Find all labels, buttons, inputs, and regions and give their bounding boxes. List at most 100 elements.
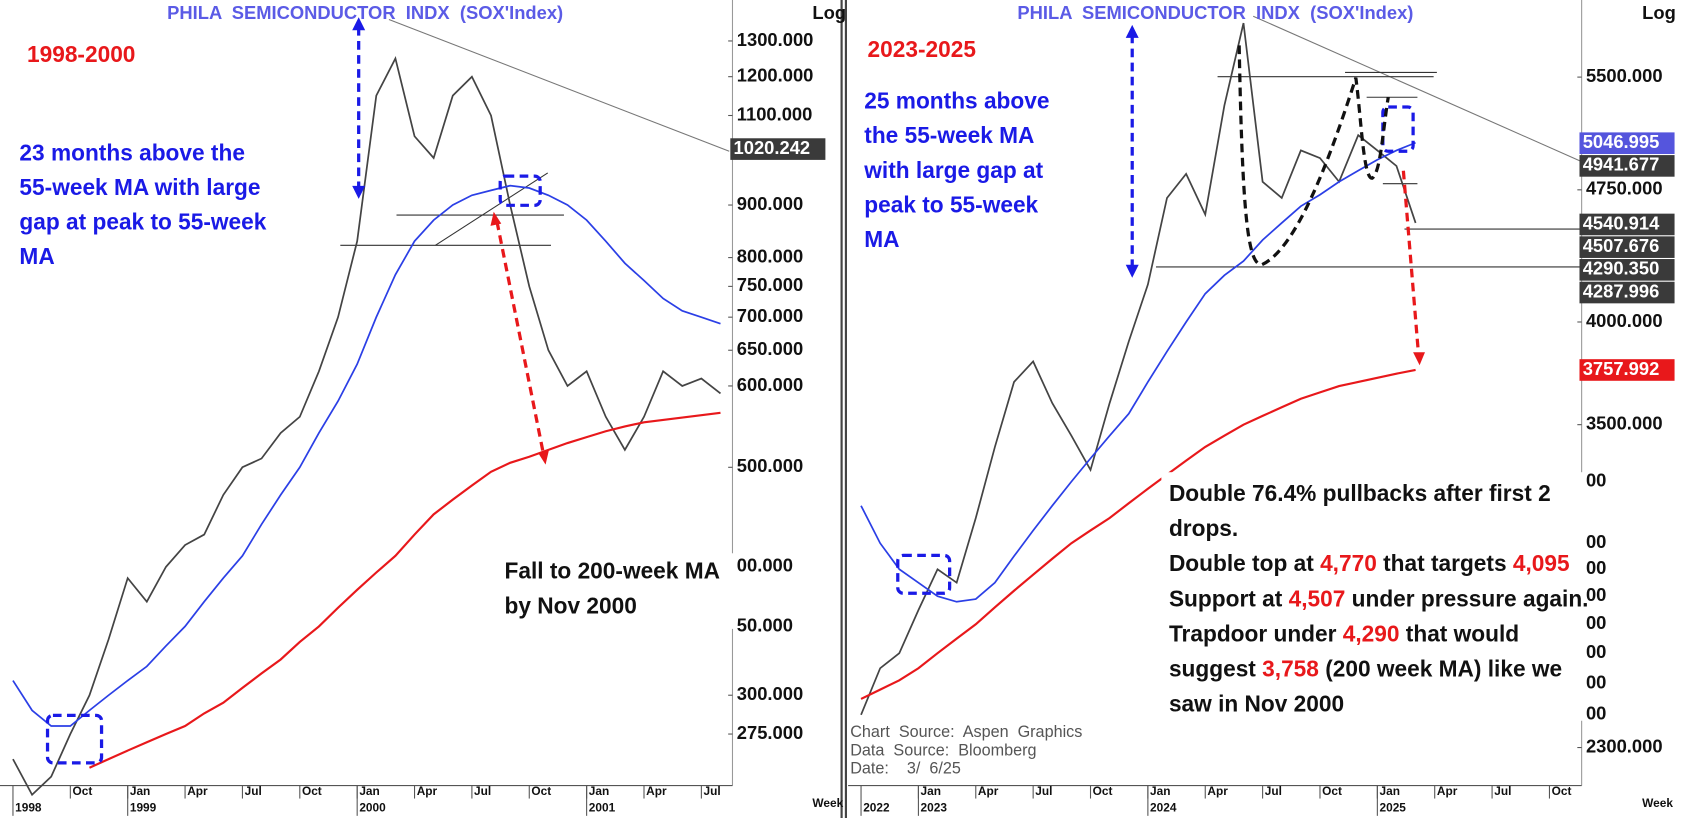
conclusion-text: that would <box>1400 620 1520 646</box>
year-label: 1998 <box>15 800 42 814</box>
conclusion-line: Fall to 200-week MA <box>505 558 720 584</box>
conclusion-line: Double top at 4,770 that targets 4,095 <box>1169 550 1570 576</box>
conclusion-text: Trapdoor under <box>1169 620 1343 646</box>
conclusion-text: Double 76.4% pullbacks after first 2 <box>1169 480 1551 506</box>
dashed-box <box>45 713 104 765</box>
price-tag <box>1579 213 1675 236</box>
price-tag-label: 1020.242 <box>734 137 811 158</box>
x-tick-label: Oct <box>72 784 92 798</box>
labels: 1300.000 1200.000 1100.000 900.000 800.000 75… <box>15 2 1676 815</box>
conclusion-text: 4,770 <box>1320 550 1377 576</box>
price-tag-label: 4290.350 <box>1583 258 1660 279</box>
conclusion-text: saw in Nov 2000 <box>1169 691 1344 717</box>
x-tick-label: Apr <box>646 784 667 798</box>
note: 23 months above the <box>19 140 244 166</box>
trend-line <box>1252 15 1583 163</box>
x-tick-label: Jul <box>474 784 491 798</box>
moving-average-line <box>860 141 1416 603</box>
arrow-head <box>1413 352 1425 366</box>
dashed-arrow <box>1401 170 1421 355</box>
price-tag-label: 3757.992 <box>1583 358 1660 379</box>
price-tag <box>1579 281 1675 304</box>
conclusion-line: saw in Nov 2000 <box>1169 691 1344 717</box>
text-backdrop <box>499 553 743 629</box>
conclusion-text: Fall to 200-week MA <box>505 558 720 584</box>
y-tick-label: 2300.000 <box>1586 735 1663 756</box>
dashed-curve <box>1237 45 1390 267</box>
year-label: 2023 <box>921 800 948 814</box>
conclusion-text: suggest <box>1169 655 1262 681</box>
y-tick-label: 3500.000 <box>1586 413 1663 434</box>
conclusion-text: 4,095 <box>1513 550 1570 576</box>
note: 55-week MA with large <box>19 174 260 200</box>
annotations <box>340 15 1583 268</box>
y-tick-label: 50.000 <box>737 614 793 635</box>
conclusion-text: that targets <box>1377 550 1513 576</box>
source-note: Data Source: Bloomberg <box>850 741 1036 759</box>
conclusion-text: Support at <box>1169 585 1289 611</box>
note: the 55-week MA <box>864 122 1034 148</box>
price-tag <box>730 138 826 160</box>
price-line <box>12 56 722 797</box>
note: with large gap at <box>863 157 1043 183</box>
y-tick-label: 4750.000 <box>1586 178 1663 199</box>
moving-average-line <box>89 411 721 769</box>
y-tick-label: 00 <box>1586 703 1606 724</box>
x-tick-label: Oct <box>1322 784 1342 798</box>
overlays <box>45 0 1637 818</box>
conclusion-line: by Nov 2000 <box>505 592 637 618</box>
x-tick-label: Oct <box>1552 784 1572 798</box>
x-tick-label: Jul <box>1494 784 1511 798</box>
year-label: 1999 <box>130 800 157 814</box>
conclusion-line: drops. <box>1169 515 1238 541</box>
y-tick-label: 00 <box>1586 470 1606 491</box>
x-tick-label: Jan <box>1150 784 1170 798</box>
year-label: 2024 <box>1150 800 1177 814</box>
y-tick-label: 700.000 <box>737 305 803 326</box>
period-label: 1998-2000 <box>27 41 135 67</box>
dashed-box <box>896 553 952 595</box>
chart-title: PHILA SEMICONDUCTOR INDX (SOX'Index) <box>1017 2 1413 23</box>
price-tag <box>1579 155 1675 177</box>
y-tick-label: 00 <box>1586 671 1606 692</box>
plot <box>0 0 1583 816</box>
scale-label: Log <box>1642 2 1676 23</box>
y-tick-label: 750.000 <box>737 274 803 295</box>
year-label: 2025 <box>1380 800 1407 814</box>
conclusion-text: under pressure again. <box>1345 585 1588 611</box>
x-tick-label: Jan <box>1380 784 1400 798</box>
y-tick-label: 00 <box>1586 641 1606 662</box>
dashed-arrow <box>495 221 546 455</box>
x-tick-label: Apr <box>978 784 999 798</box>
y-tick-label: 1200.000 <box>737 65 814 86</box>
x-tick-label: Jul <box>704 784 721 798</box>
x-tick-label: Jan <box>921 784 941 798</box>
y-tick-label: 00 <box>1586 612 1606 633</box>
x-tick-label: Apr <box>1437 784 1458 798</box>
y-tick-label: 00 <box>1586 531 1606 552</box>
price-tag-label: 4941.677 <box>1583 154 1660 175</box>
conclusion-text: 4,507 <box>1289 585 1346 611</box>
conclusion-text: Double top at <box>1169 550 1320 576</box>
y-tick-label: 00 <box>1586 557 1606 578</box>
price-tag-label: 4287.996 <box>1583 280 1660 301</box>
text-backdrop <box>1161 472 1637 721</box>
note: gap at peak to 55-week <box>19 209 266 235</box>
source-note: Date: 3/ 6/25 <box>850 760 961 778</box>
y-tick-label: 600.000 <box>737 374 803 395</box>
y-tick-label: 275.000 <box>737 722 803 743</box>
trend-line <box>388 18 730 152</box>
trend-line <box>435 172 549 246</box>
price-tag-label: 4507.676 <box>1583 235 1660 256</box>
y-tick-label: 5500.000 <box>1586 65 1663 86</box>
conclusion-text: by Nov 2000 <box>505 592 637 618</box>
year-label: 2001 <box>589 800 616 814</box>
x-tick-label: Jan <box>589 784 609 798</box>
axis-unit: Week <box>1642 796 1673 810</box>
y-tick-label: 500.000 <box>737 455 803 476</box>
price-tag-label: 4540.914 <box>1583 212 1660 233</box>
conclusion-text: 4,290 <box>1343 620 1400 646</box>
conclusion-text: drops. <box>1169 515 1238 541</box>
scale-label: Log <box>812 2 846 23</box>
